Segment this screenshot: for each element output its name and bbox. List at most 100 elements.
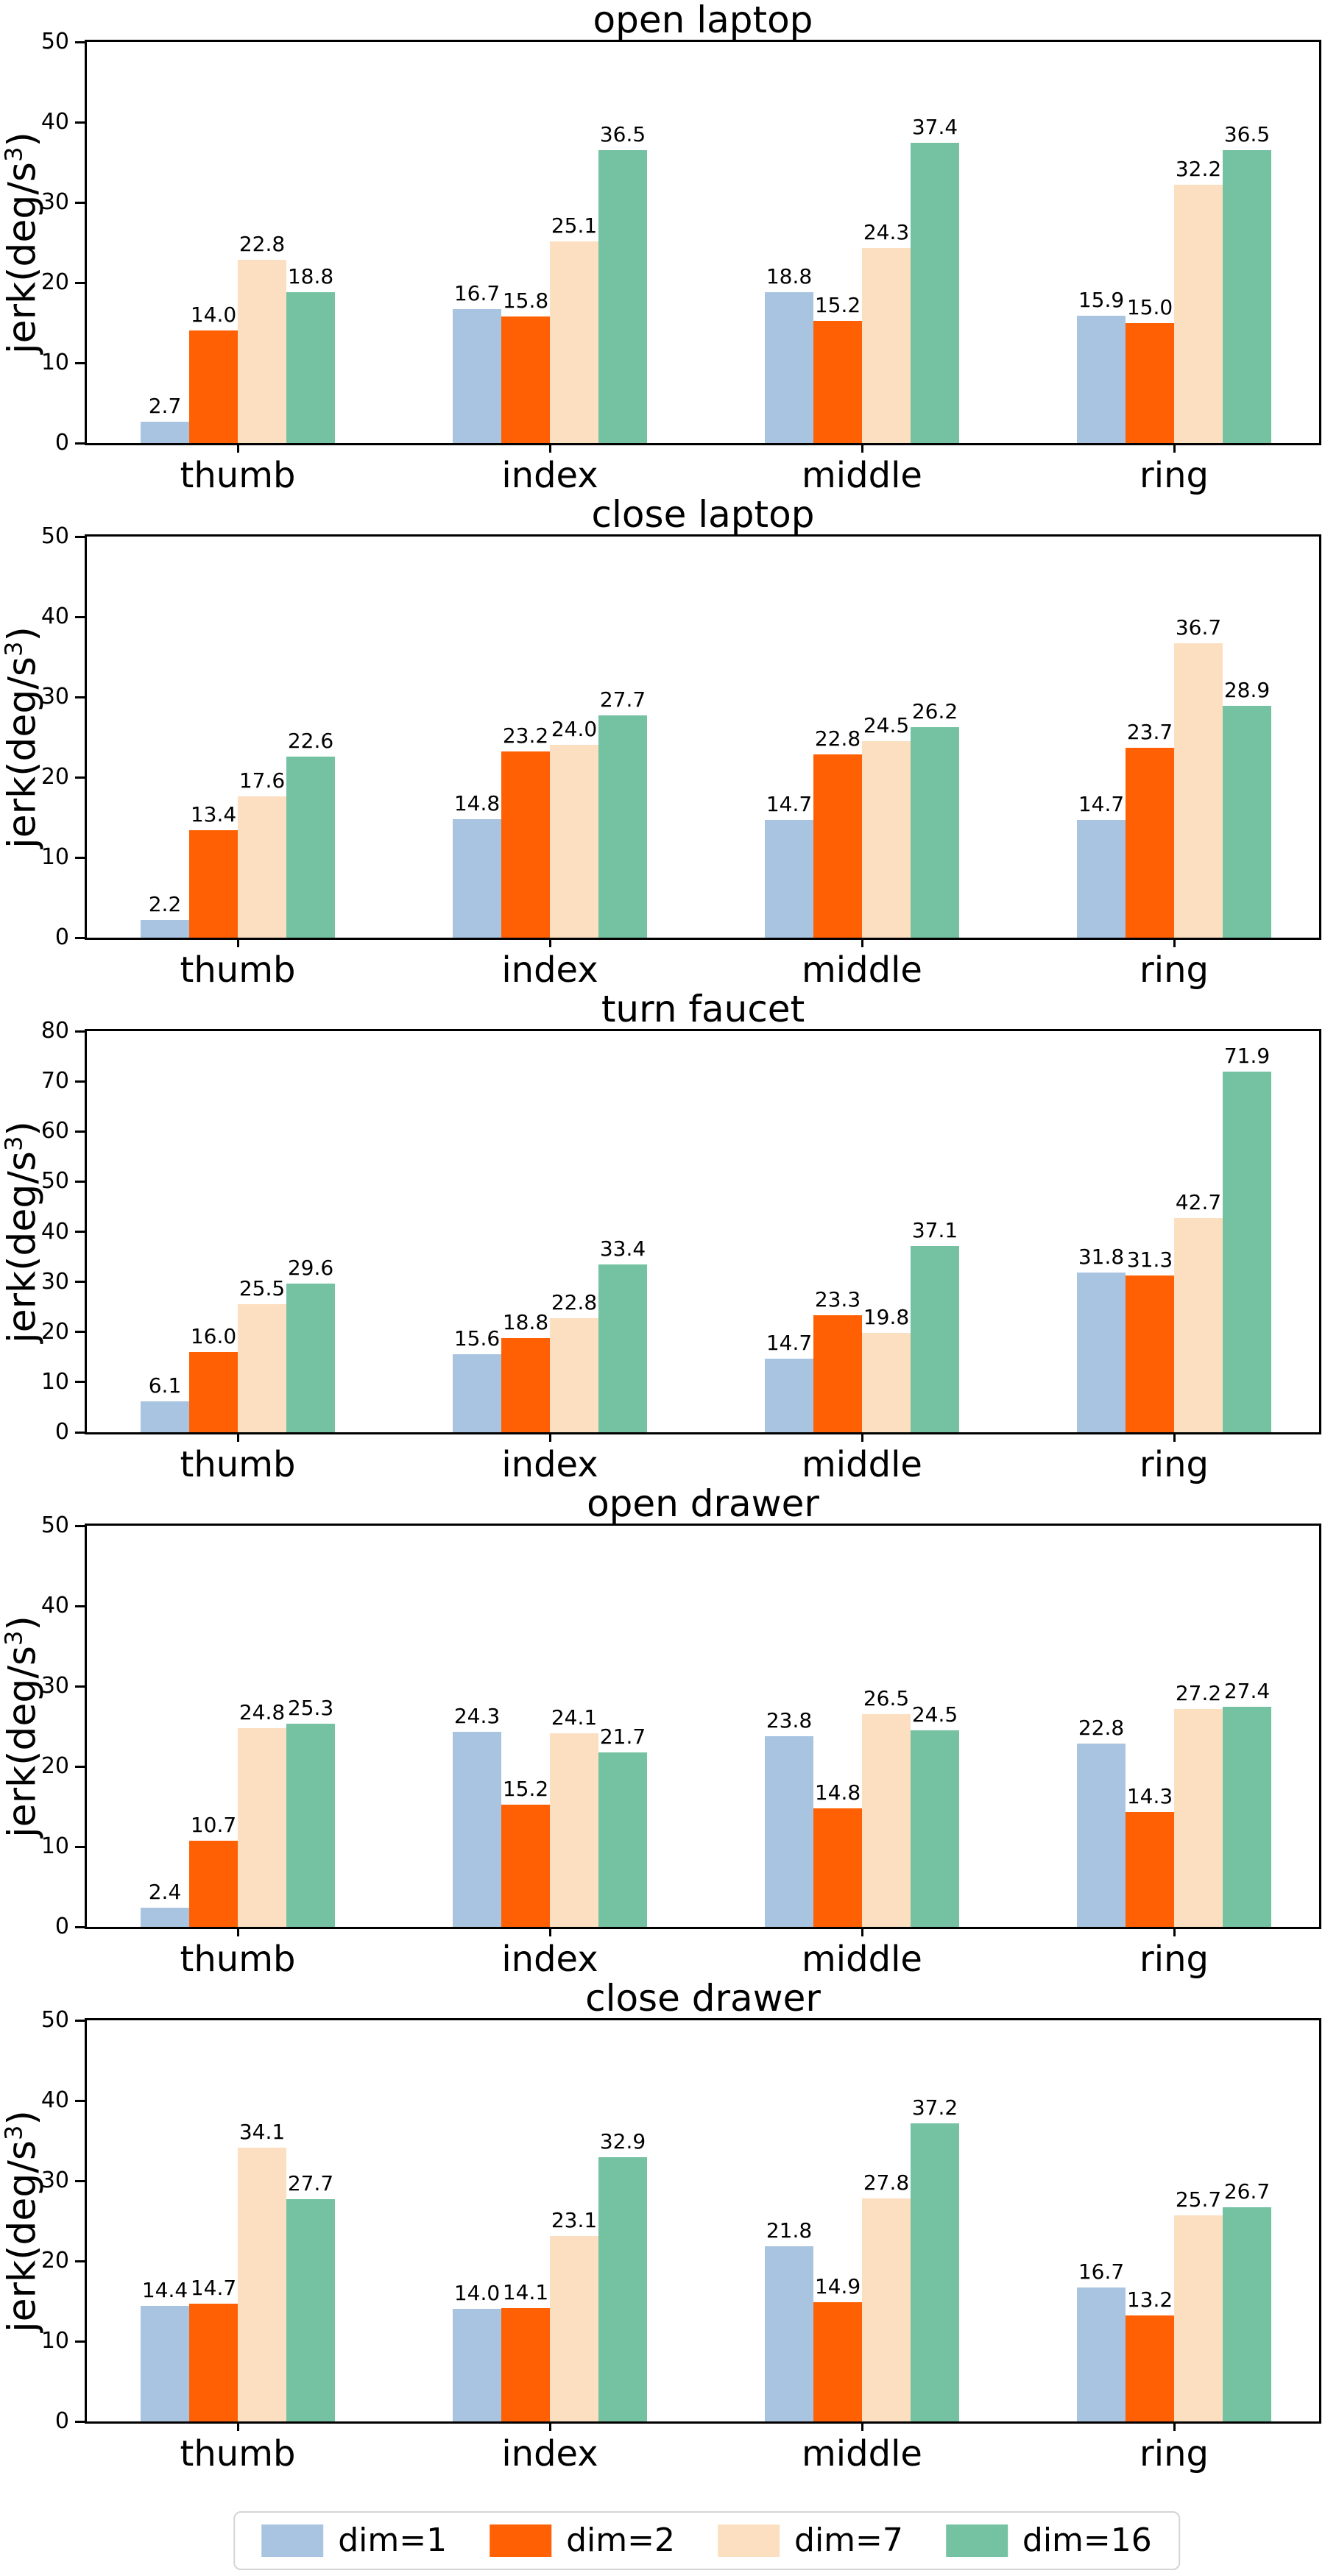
y-tick <box>75 1431 85 1434</box>
legend-item-dim1: dim=1 <box>261 2523 447 2558</box>
bar-dim2-index <box>501 751 550 938</box>
x-tick-label-middle: middle <box>802 2433 922 2474</box>
chart-title: turn faucet <box>601 988 805 1030</box>
bar-value-label: 27.8 <box>863 2170 910 2195</box>
y-tick <box>75 201 85 204</box>
bar-value-label: 14.3 <box>1126 1784 1173 1809</box>
bar-dim16-thumb <box>286 292 335 443</box>
chart-title: close drawer <box>585 1977 821 2020</box>
bar-value-label: 24.3 <box>453 1704 501 1729</box>
bar-dim1-index <box>453 308 501 443</box>
y-tick-label: 50 <box>40 2007 69 2033</box>
bar-dim2-ring <box>1126 1812 1174 1927</box>
y-tick-label: 0 <box>54 430 69 456</box>
bar-value-label: 24.5 <box>911 1702 958 1727</box>
bar-dim1-index <box>453 1354 501 1432</box>
y-tick-label: 10 <box>40 350 69 375</box>
x-tick-label-index: index <box>501 1939 598 1980</box>
y-tick <box>75 1524 85 1527</box>
bar-value-label: 14.7 <box>766 791 813 816</box>
bar-value-label: 24.3 <box>863 220 910 245</box>
bar-dim7-middle <box>862 2198 911 2421</box>
y-axis-label: jerk(deg/s3) <box>0 1616 45 1838</box>
bar-value-label: 14.0 <box>453 2281 501 2306</box>
bar-value-label: 22.8 <box>1078 1716 1125 1741</box>
bar-value-label: 23.2 <box>502 723 549 749</box>
bar-value-label: 17.6 <box>239 768 286 793</box>
bar-dim16-index <box>598 1752 647 1927</box>
bar-dim7-thumb <box>238 796 286 938</box>
legend-swatch-dim1 <box>261 2524 324 2557</box>
bar-dim16-middle <box>911 143 959 443</box>
x-tick <box>548 1432 551 1442</box>
bar-value-label: 15.2 <box>502 1777 549 1802</box>
chart-panel-open-laptop: open laptop jerk(deg/s3) 0 10 20 30 40 50 thumb i… <box>0 0 1325 496</box>
chart-title: close laptop <box>591 493 815 536</box>
bar-value-label: 18.8 <box>766 264 813 289</box>
bar-value-label: 23.3 <box>814 1287 861 1312</box>
y-axis-label: jerk(deg/s3) <box>0 132 45 354</box>
bar-value-label: 26.2 <box>911 699 958 724</box>
x-tick <box>1173 1927 1176 1936</box>
x-tick <box>236 1432 239 1442</box>
x-tick-label-thumb: thumb <box>180 1939 296 1980</box>
y-axis-label: jerk(deg/s3) <box>0 626 45 849</box>
y-tick <box>75 936 85 939</box>
y-tick <box>75 615 85 618</box>
bar-value-label: 14.4 <box>141 2278 188 2303</box>
bar-dim7-thumb <box>238 1727 286 1927</box>
x-tick <box>548 2421 551 2431</box>
bar-dim7-index <box>550 241 598 443</box>
plot-area: 0 10 20 30 40 50 thumb index middle ring 2.7 16.7 18… <box>41 30 1321 496</box>
bar-value-label: 26.7 <box>1223 2179 1271 2204</box>
bar-value-label: 37.4 <box>911 115 958 140</box>
bar-value-label: 19.8 <box>863 1305 910 1330</box>
bar-dim7-middle <box>862 740 911 938</box>
bar-value-label: 14.1 <box>502 2280 549 2305</box>
bar-dim2-index <box>501 1337 550 1432</box>
x-tick-label-ring: ring <box>1140 1939 1209 1980</box>
y-tick <box>75 1231 85 1233</box>
bar-dim1-middle <box>765 292 813 443</box>
bar-value-label: 16.7 <box>453 280 501 305</box>
bar-dim1-ring <box>1077 1744 1126 1927</box>
bar-value-label: 22.8 <box>239 232 286 257</box>
y-tick-label: 10 <box>40 1368 69 1395</box>
bar-dim16-thumb <box>286 1724 335 1927</box>
x-tick-label-middle: middle <box>802 1444 922 1485</box>
bar-value-label: 36.7 <box>1175 615 1222 640</box>
legend-item-dim2: dim=2 <box>490 2523 675 2558</box>
y-tick-label: 0 <box>54 924 69 950</box>
bar-dim7-index <box>550 1317 598 1432</box>
bar-dim7-ring <box>1174 643 1223 938</box>
bar-value-label: 2.7 <box>148 393 182 418</box>
bar-dim1-ring <box>1077 1273 1126 1432</box>
bar-dim16-index <box>598 1264 647 1432</box>
bar-value-label: 14.7 <box>766 1330 813 1355</box>
bar-value-label: 33.4 <box>599 1236 646 1262</box>
bar-value-label: 31.8 <box>1078 1245 1125 1270</box>
bar-dim2-middle <box>813 1315 862 1432</box>
bar-value-label: 14.7 <box>1078 791 1125 816</box>
x-tick <box>861 1432 863 1442</box>
bar-value-label: 28.9 <box>1223 677 1271 702</box>
x-tick-label-index: index <box>501 1444 598 1485</box>
bar-value-label: 21.8 <box>766 2218 813 2243</box>
bar-dim7-ring <box>1174 1708 1223 1927</box>
x-tick-label-middle: middle <box>802 455 922 496</box>
legend-swatch-dim16 <box>945 2524 1008 2557</box>
bar-dim1-thumb <box>141 920 189 938</box>
chart-panel-open-drawer: open drawer jerk(deg/s3) 0 10 20 30 40 50 thumb i… <box>0 1484 1325 1980</box>
bar-dim1-middle <box>765 2246 813 2421</box>
y-tick-label: 0 <box>54 2408 69 2434</box>
bar-value-label: 14.0 <box>190 302 237 328</box>
chart-panel-close-drawer: close drawer jerk(deg/s3) 0 10 20 30 40 50 thumb… <box>0 1977 1325 2474</box>
chart-panel-close-laptop: close laptop jerk(deg/s3) 0 10 20 30 40 50 thumb… <box>0 493 1325 991</box>
y-tick <box>75 1765 85 1768</box>
y-tick-label: 80 <box>40 1018 69 1044</box>
bar-dim2-ring <box>1126 747 1174 938</box>
bar-value-label: 14.9 <box>814 2274 861 2299</box>
bar-value-label: 6.1 <box>148 1373 182 1398</box>
y-tick <box>75 1180 85 1183</box>
bar-dim16-middle <box>911 2123 959 2421</box>
